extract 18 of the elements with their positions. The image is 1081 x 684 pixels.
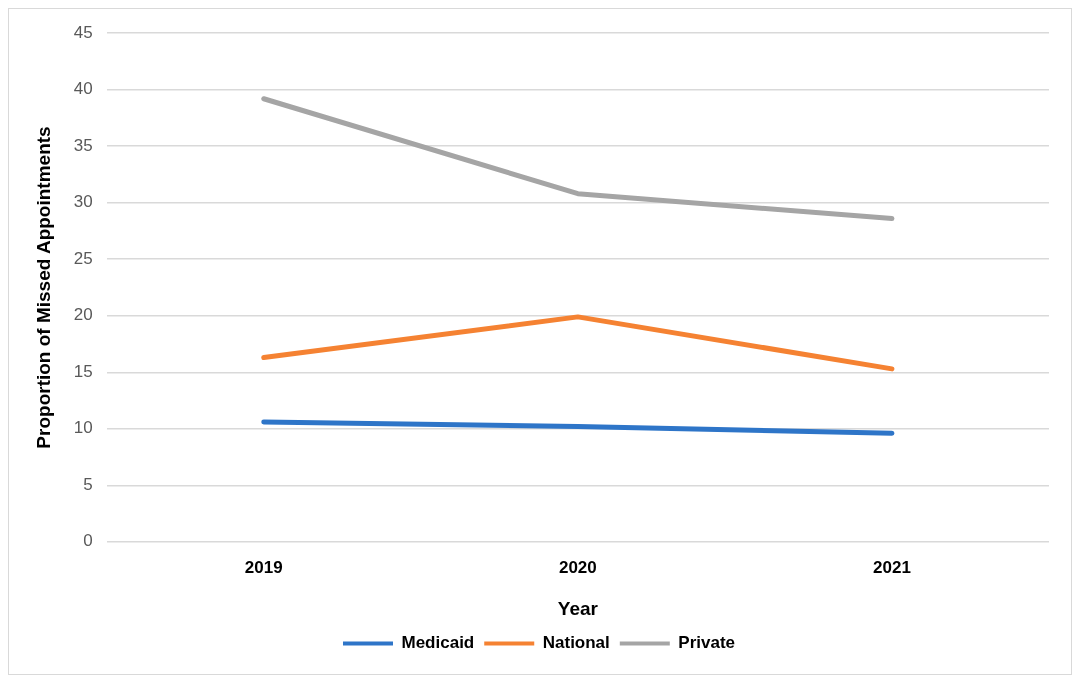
- x-tick-label: 2021: [873, 557, 911, 577]
- legend-label: Private: [678, 633, 735, 653]
- y-tick-label: 30: [73, 192, 93, 212]
- y-tick-label: 25: [73, 248, 93, 268]
- y-axis-title: Proportion of Missed Appointments: [32, 126, 54, 449]
- y-tick-label: 15: [73, 361, 93, 381]
- y-tick-label: 5: [83, 474, 93, 494]
- y-tick-label: 20: [73, 305, 93, 325]
- y-tick-label: 45: [73, 22, 93, 42]
- y-tick-label: 0: [83, 531, 93, 551]
- y-tick-label: 40: [73, 79, 93, 99]
- legend-label: National: [542, 633, 610, 653]
- legend-label: Medicaid: [401, 633, 475, 653]
- x-tick-label: 2020: [558, 557, 597, 577]
- x-axis-title: Year: [557, 597, 599, 619]
- y-tick-label: 10: [73, 418, 93, 438]
- x-tick-label: 2019: [244, 557, 283, 577]
- y-tick-label: 35: [73, 135, 93, 155]
